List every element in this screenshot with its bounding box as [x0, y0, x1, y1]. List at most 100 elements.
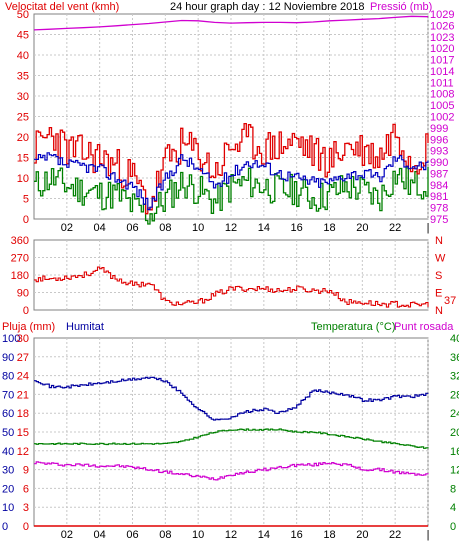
rain-tick-label: 3: [23, 502, 29, 514]
time-tick-label: 22: [389, 529, 401, 541]
time-tick-label: 10: [192, 222, 204, 234]
direction-tick-label: 360: [11, 235, 29, 247]
temperature-axis-label: Temperatura (°C): [311, 321, 395, 333]
humidity-tick-label: 0: [2, 521, 8, 533]
humidity-tick-label: 40: [2, 446, 14, 458]
time-tick-label: 08: [159, 222, 171, 234]
direction-letter-label: N: [435, 305, 443, 317]
wind-axis-label: Velocitat del vent (kmh): [5, 1, 119, 13]
direction-series: [34, 266, 429, 308]
time-tick-label: 06: [126, 529, 138, 541]
direction-panel-series: [34, 266, 429, 308]
temperature-tick-label: 16: [450, 446, 459, 458]
dewpoint-series: [34, 461, 429, 481]
temperature-tick-label: 36: [450, 352, 459, 364]
direction-current-value: 37: [444, 295, 456, 307]
humidity-temp-panel-grid: [34, 338, 429, 526]
rain-tick-label: 21: [17, 389, 29, 401]
wind-panel-ticks: 0510152025303540455097597898198498799099…: [17, 9, 455, 234]
direction-panel-ticks: 0 N 90 E 180 S 270 W 360 N: [11, 235, 446, 317]
humidity-tick-label: 10: [2, 502, 14, 514]
dewpoint-axis-label: Punt rosada: [394, 321, 454, 333]
temperature-tick-label: 28: [450, 389, 459, 401]
pressure-tick-label: 1002: [430, 112, 454, 124]
wind-gust-series: [34, 122, 429, 215]
pressure-tick-label: 1029: [430, 9, 454, 21]
wind-tick-label: 20: [17, 132, 29, 144]
wind-tick-label: 0: [23, 214, 29, 226]
time-tick-label: 22: [389, 222, 401, 234]
wind-tick-label: 10: [17, 173, 29, 185]
temperature-tick-label: 32: [450, 371, 459, 383]
direction-tick-label: 90: [17, 288, 29, 300]
humidity-axis-label: Humitat: [66, 321, 104, 333]
pressure-tick-label: 996: [430, 134, 448, 146]
direction-tick-label: 180: [11, 270, 29, 282]
humidity-tick-label: 30: [2, 465, 14, 477]
pressure-tick-label: 987: [430, 168, 448, 180]
direction-panel-grid: [34, 240, 429, 310]
direction-letter-label: W: [435, 253, 446, 265]
time-tick-label: 10: [192, 529, 204, 541]
pressure-axis-label: Pressió (mb): [370, 1, 432, 13]
time-tick-label: 08: [159, 529, 171, 541]
wind-panel-series: [33, 15, 429, 225]
time-tick-label: 20: [356, 529, 368, 541]
humidity-tick-label: 60: [2, 408, 14, 420]
time-tick-label: 16: [291, 529, 303, 541]
rain-tick-label: 9: [23, 465, 29, 477]
pressure-tick-label: 978: [430, 203, 448, 215]
humidity-tick-label: 50: [2, 427, 14, 439]
rain-tick-label: 6: [23, 483, 29, 495]
rain-tick-label: 27: [17, 352, 29, 364]
humidity-temp-panel-ticks: 0001034206830912401216501520601824702128…: [2, 333, 459, 541]
wind-avg-series: [34, 152, 429, 211]
pressure-tick-label: 993: [430, 146, 448, 158]
time-tick-label: 12: [225, 222, 237, 234]
pressure-tick-label: 975: [430, 214, 448, 226]
temperature-tick-label: 20: [450, 427, 459, 439]
temperature-tick-label: 24: [450, 408, 459, 420]
time-tick-label: 14: [258, 529, 270, 541]
wind-tick-label: 25: [17, 112, 29, 124]
temperature-tick-label: 8: [450, 483, 456, 495]
wind-tick-label: 50: [17, 9, 29, 21]
time-tick-label: 20: [356, 222, 368, 234]
humidity-tick-label: 100: [2, 333, 20, 345]
wind-tick-label: 35: [17, 71, 29, 83]
pressure-tick-label: 1014: [430, 66, 454, 78]
wind-tick-label: 5: [23, 194, 29, 206]
time-tick-label: 12: [225, 529, 237, 541]
time-tick-label: 16: [291, 222, 303, 234]
direction-letter-label: S: [435, 270, 442, 282]
humidity-series: [34, 376, 429, 421]
temperature-tick-label: 40: [450, 333, 459, 345]
pressure-tick-label: 984: [430, 180, 448, 192]
humidity-tick-label: 20: [2, 483, 14, 495]
rain-tick-label: 12: [17, 446, 29, 458]
pressure-tick-label: 1023: [430, 32, 454, 44]
wind-tick-label: 15: [17, 153, 29, 165]
pressure-tick-label: 981: [430, 191, 448, 203]
rain-axis-label: Pluja (mm): [2, 321, 55, 333]
rain-tick-label: 24: [17, 371, 29, 383]
time-tick-label: 04: [94, 222, 106, 234]
direction-tick-label: 270: [11, 253, 29, 265]
rain-tick-label: 18: [17, 408, 29, 420]
rain-tick-label: 30: [17, 333, 29, 345]
temperature-series: [34, 428, 429, 449]
time-tick-label: 04: [94, 529, 106, 541]
wind-low-series: [34, 166, 429, 225]
wind-tick-label: 45: [17, 30, 29, 42]
direction-letter-label: N: [435, 235, 443, 247]
temperature-tick-label: 4: [450, 502, 456, 514]
pressure-tick-label: 1020: [430, 43, 454, 55]
time-tick-label: 02: [61, 222, 73, 234]
time-tick-label: 18: [323, 529, 335, 541]
pressure-tick-label: 990: [430, 157, 448, 169]
time-tick-label: 06: [126, 222, 138, 234]
temperature-tick-label: 0: [450, 521, 456, 533]
wind-tick-label: 30: [17, 91, 29, 103]
pressure-tick-label: 1008: [430, 89, 454, 101]
